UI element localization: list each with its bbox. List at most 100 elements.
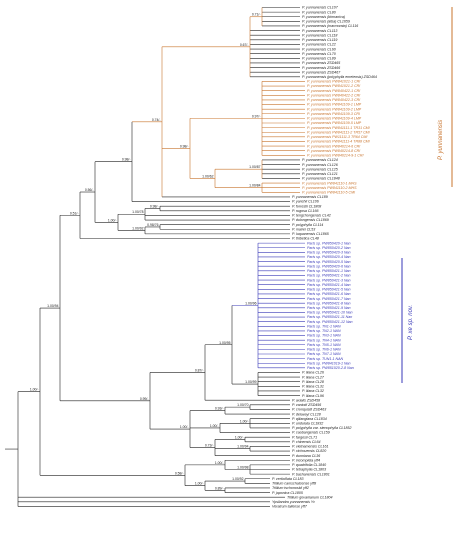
tip-label: P. undulata CL1832: [292, 422, 323, 426]
tip-label: Paris sp. PW850420-6 Nan: [307, 264, 351, 268]
tip-label: Paris sp. TN1-1 NAN: [307, 324, 341, 328]
tip-label: P. qiliangiana CL1834: [292, 417, 327, 421]
support-values: 0.71/- 0.67/- 0.97/- 1.00/87 1.00/84 1.00/62 0…: [30, 13, 261, 491]
tip-label: P. yunnanensis PW841111-1 TR31 CMI: [307, 126, 370, 130]
tip-label: P. tetraphylla CL1803: [292, 468, 326, 472]
support-label: 1.00/78: [132, 210, 143, 214]
tip-label: P. liiana CL27: [302, 375, 325, 379]
tip-label: P. yunnanensis PW841110-5 CMI: [302, 191, 355, 195]
tip-label: P. yunnanensis CL126: [302, 163, 338, 167]
tip-label: P. yunnanensis PW841109-2 LMP: [307, 107, 362, 111]
tip-label: P. yunnanensis CL70: [302, 52, 336, 56]
tip-label: P. luquanensis CL1865: [292, 232, 329, 236]
support-label: 1.00/94: [237, 445, 248, 449]
tip-label: Ypsilandra yunnanensis Yc: [272, 500, 315, 504]
tip-label: P. yunnanensis CL113: [302, 29, 337, 33]
support-label: 1.00/92: [232, 477, 243, 481]
tip-label: P. yunnanensis CL124: [302, 158, 338, 162]
tip-label: P. yunnanensis PW840214-9-1 CRI: [307, 154, 363, 158]
tip-label: Veratrum taliense yff7: [272, 505, 308, 509]
tip-label: Paris sp. TN5-1 NAN: [307, 343, 341, 347]
tip-label: P. quadrifolia CL1840: [292, 463, 326, 467]
tip-label: Paris sp. TN4-1 NAN: [307, 338, 341, 342]
tip-label: P. liiana CL31: [302, 385, 324, 389]
tip-label: P. vietnamensis CL161: [292, 445, 329, 449]
tip-label: P. yunnanensis PW841021-2 CRI: [307, 84, 360, 88]
tip-label: P. tengchongensis CL42: [292, 214, 331, 218]
tip-label: Trillium tschonoskii yff2: [272, 486, 309, 490]
tip-label: P. rugosa CL166: [292, 209, 319, 213]
support-label: 0.98/-: [150, 204, 159, 208]
tip-label: Paris sp. PW850421-4 Nan: [307, 283, 351, 287]
tip-label: Paris sp. PW850420-4 Nan: [307, 255, 351, 259]
support-label: 1.00/95: [219, 341, 230, 345]
tip-label: P. yunnanensis ZSD465: [302, 61, 340, 65]
tip-label: P. yunnanensis CL1848: [302, 177, 340, 181]
tip-label: P. yanchii CL106: [292, 200, 319, 204]
tip-label: P. chinensis CL64: [292, 440, 321, 444]
support-label: 0.99/-: [140, 397, 149, 401]
tip-label: P. forrestii CL1808: [292, 204, 321, 208]
tip-label: Paris sp. PW850421-10 Nan: [307, 311, 353, 315]
support-label: 1.00/62: [202, 174, 213, 178]
tip-label: P. incompleta yff4: [292, 458, 320, 462]
support-label: 0.97/-: [252, 114, 261, 118]
tip-label: Paris sp. PW850421-2 Nan: [307, 274, 351, 278]
support-label: 0.98/-: [180, 144, 189, 148]
tip-label: P. delavayi CL128: [292, 412, 321, 416]
support-label: 1.00/87: [249, 165, 260, 169]
tip-label: Paris sp. PW850421-9 Nan: [307, 306, 351, 310]
support-label: 0.71/-: [252, 13, 261, 17]
support-label: 0.73/-: [205, 444, 214, 448]
support-label: 1.00/-: [195, 482, 204, 486]
support-label: 1.00/-: [180, 425, 189, 429]
new-species-group-label: P. xe sp. nov.: [408, 305, 414, 340]
support-label: 1.00/-: [235, 435, 244, 439]
support-label: 0.67/-: [240, 43, 249, 47]
tip-label: P. japonica CL1805: [272, 491, 303, 495]
tip-label: P. yunnanensis PW840422-2 CRI: [307, 93, 360, 97]
support-label: 1.00/-: [30, 388, 39, 392]
tip-label: Paris sp. PW850421-1 Nan: [307, 269, 351, 273]
support-label: 0.58/-: [175, 471, 184, 475]
tip-label: Paris sp. TN3-1 NAN: [307, 334, 341, 338]
support-label: 0.74/-: [152, 118, 161, 122]
tip-label: P. yunnanensis CL80: [302, 10, 336, 14]
tip-label: P. yunnanensis (marmorata) CL116: [302, 24, 358, 28]
support-label: 1.00/92: [132, 226, 143, 230]
support-label: 1.00/94: [47, 304, 58, 308]
tip-label: P. yunnanensis (birmanica): [302, 15, 345, 19]
tip-label: P. dunniana CL36: [292, 454, 320, 458]
tip-label: Paris sp. PW850420-1 Nan: [307, 241, 351, 245]
support-label: 0.87/-: [195, 368, 204, 372]
tip-label: P. yunnanensis PW840214-6 CRI: [307, 144, 360, 148]
tip-label: P. yunnanensis ZSD467: [302, 70, 341, 74]
support-label: 1.00/-: [108, 218, 117, 222]
tip-label: Paris sp. PW850421-8 Nan: [307, 301, 351, 305]
tip-label: Paris sp. PW850421-5 Nan: [307, 288, 351, 292]
support-label: 0.98/-: [122, 158, 131, 162]
tip-label: P. yunnanensis (alba) CL1659: [302, 20, 350, 24]
yunnanensis-group-label: P. yunnanensis: [438, 120, 444, 160]
tip-label: P. yunnanensis CL119: [302, 38, 337, 42]
tip-label: Paris sp. PW850421-6 Nan: [307, 292, 351, 296]
tip-label: P. yunnanensis PW841109-1 LMP: [307, 103, 362, 107]
tip-label: P. yunnanensis CL121: [302, 172, 338, 176]
tip-label: P. dulongensis CL1869: [292, 218, 329, 222]
tip-label: P. yunnanensis PW841021-1 CRI: [307, 80, 360, 84]
tip-label: Paris sp. PW850421-12 Nan: [307, 320, 353, 324]
support-label: 0.98/76: [147, 223, 158, 227]
tip-label: Paris sp. PW841019-1 Nan: [307, 361, 351, 365]
tip-label: P. yunnanensis ZSD466: [302, 66, 340, 70]
tip-label: P. yunnanensis PW841110-2 MHS: [302, 186, 357, 190]
support-label: 1.00/99: [245, 380, 256, 384]
tip-label: P. thibetica CL48: [292, 237, 319, 241]
group-labels: P. yunnanensis P. xe sp. nov.: [401, 7, 453, 383]
tip-label: Paris sp. PW850421-11 Nan: [307, 315, 352, 319]
tip-label: P. yunnanensis PW841109-3 CRI: [307, 112, 360, 116]
tip-label: Paris sp. TN6-1 NAN: [307, 348, 341, 352]
support-label: 1.00/84: [249, 184, 260, 188]
tree-branches: [5, 7, 305, 507]
